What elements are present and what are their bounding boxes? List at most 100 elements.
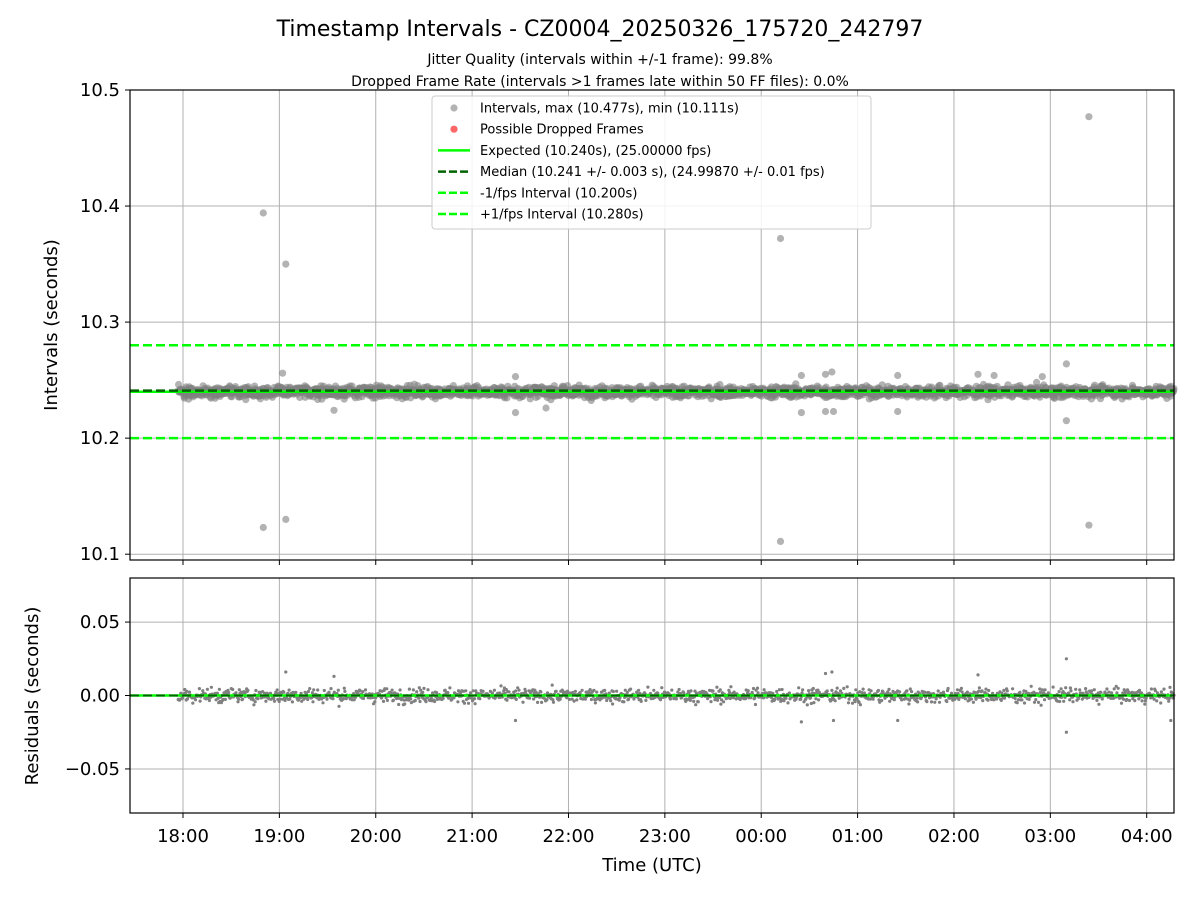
residual-point (753, 696, 757, 700)
residual-point (1071, 700, 1075, 704)
residual-point (845, 685, 849, 689)
residual-point (1084, 687, 1088, 691)
residual-point (1016, 698, 1021, 702)
residual-point (609, 699, 613, 703)
interval-outlier-point (282, 515, 290, 524)
residual-point (536, 700, 540, 705)
residual-point (977, 686, 982, 690)
residuals-y-axis-label: Residuals (seconds) (22, 607, 43, 786)
residual-point (905, 689, 909, 693)
interval-outlier-point (894, 407, 902, 416)
residual-point (1140, 699, 1144, 703)
y-tick-label: 0.05 (80, 612, 120, 633)
residual-point (753, 702, 758, 707)
legend-label: -1/fps Interval (10.200s) (480, 186, 637, 201)
residual-point (981, 699, 985, 703)
legend-label: +1/fps Interval (10.280s) (480, 208, 644, 223)
residual-point (316, 688, 320, 692)
residual-point (312, 688, 316, 692)
residual-point (1133, 699, 1137, 703)
residual-point (801, 688, 805, 692)
residual-point (677, 687, 681, 692)
residual-point (1011, 687, 1015, 691)
residual-point (963, 697, 968, 701)
residual-point (629, 687, 633, 691)
residual-point (817, 698, 821, 702)
interval-outlier-point (828, 368, 836, 376)
intervals-reference-lines (130, 344, 1174, 440)
residual-point (888, 699, 892, 703)
residual-point (433, 699, 437, 704)
residual-point (746, 689, 750, 693)
residual-point (652, 688, 656, 692)
residual-point (880, 698, 884, 703)
residual-point (181, 696, 185, 700)
x-tick-label: 03:00 (1024, 826, 1076, 847)
y-tick-label: −0.05 (65, 759, 120, 780)
residual-point (835, 686, 839, 690)
residual-point (551, 700, 556, 704)
residual-point (1069, 689, 1073, 693)
residual-point (1057, 690, 1061, 694)
residual-point (306, 697, 310, 702)
residual-point (361, 696, 366, 701)
residual-point (589, 697, 594, 702)
residual-point (1162, 687, 1166, 691)
residual-point (1115, 691, 1119, 695)
residual-point (272, 699, 277, 703)
interval-outlier-point (259, 209, 267, 217)
residual-point (429, 696, 433, 700)
intervals-x-ticks (182, 560, 1148, 565)
residual-point (1100, 697, 1104, 701)
residual-point (674, 697, 679, 701)
residual-point (227, 690, 231, 695)
residual-point (784, 696, 788, 700)
residual-point (540, 700, 544, 705)
residual-point (310, 691, 314, 695)
residual-point (415, 690, 419, 694)
interval-outlier-point (821, 407, 830, 416)
interval-outlier-point (797, 371, 806, 380)
residual-point (554, 689, 558, 693)
residual-point (327, 690, 331, 694)
residual-point (1097, 702, 1101, 706)
residual-point (336, 688, 340, 692)
residual-point (1119, 701, 1124, 705)
x-tick-label: 19:00 (253, 826, 305, 847)
residual-point (984, 687, 988, 691)
residual-point (1068, 686, 1072, 690)
residual-point (780, 687, 784, 692)
residual-point (468, 691, 473, 695)
residual-point (272, 696, 276, 701)
residual-point (900, 698, 904, 702)
residual-point (466, 701, 471, 705)
residual-point (761, 696, 766, 700)
residual-point (294, 690, 298, 695)
residual-point (441, 696, 445, 701)
y-tick-label: 10.3 (80, 312, 120, 333)
residual-point (775, 689, 779, 694)
residual-point (317, 697, 321, 702)
residual-point (807, 689, 811, 693)
x-tick-label: 00:00 (735, 826, 787, 847)
residual-point (916, 700, 920, 704)
residual-point (969, 697, 974, 701)
residual-point (217, 687, 221, 691)
residual-point (343, 689, 347, 694)
residual-point (639, 699, 643, 704)
residual-point (718, 688, 722, 692)
residual-point (987, 688, 991, 693)
residuals-panel: 0.05 0.00 −0.05 18:00 19:00 20:00 21:00 22:00 2… (22, 577, 1176, 876)
residual-outlier-point (896, 718, 900, 723)
residual-point (1112, 687, 1116, 691)
residual-point (241, 697, 245, 701)
residual-point (325, 697, 329, 701)
residual-point (1027, 697, 1031, 702)
residual-point (611, 702, 615, 706)
residual-point (933, 700, 937, 704)
residual-outlier-point (823, 671, 828, 676)
residual-point (709, 700, 713, 704)
residual-point (474, 689, 478, 693)
residual-point (689, 689, 693, 693)
residual-point (915, 696, 919, 700)
